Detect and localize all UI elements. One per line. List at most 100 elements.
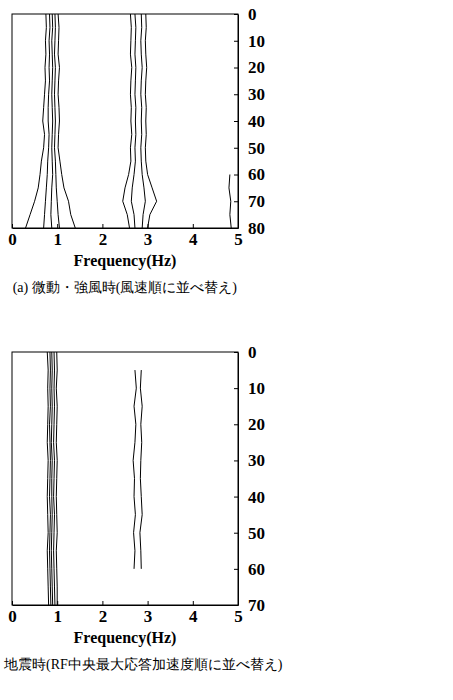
x-tick-label: 0	[8, 607, 17, 626]
y-tick-mark	[234, 175, 238, 176]
contour-line	[51, 14, 53, 228]
contour-line	[141, 14, 146, 228]
y-tick-label: 50	[248, 524, 265, 543]
x-tick-label: 2	[99, 607, 108, 626]
x-tick-label: 1	[53, 607, 62, 626]
x-tick: 3	[144, 601, 153, 626]
y-tick-label: 0	[248, 5, 257, 24]
x-tick-label: 0	[8, 230, 17, 249]
y-tick-mark	[234, 121, 238, 122]
contour-line	[44, 14, 50, 228]
y-tick-mark	[234, 460, 238, 461]
y-tick-label: 30	[248, 85, 265, 104]
y-tick-label: 40	[248, 112, 265, 131]
x-tick-mark	[193, 601, 194, 605]
y-tick-label: 0	[248, 343, 257, 362]
x-axis-line	[13, 228, 239, 229]
y-axis-line	[238, 353, 239, 606]
y-tick-label: 70	[248, 596, 265, 615]
x-axis: 0 1 2 3 4 5	[8, 601, 243, 626]
x-tick-label: 3	[144, 607, 153, 626]
y-tick: 30	[234, 85, 265, 104]
x-tick-mark	[12, 224, 13, 228]
x-axis-title: Frequency(Hz)	[74, 252, 177, 270]
x-tick-label: 5	[234, 607, 243, 626]
y-axis-line	[238, 15, 239, 229]
y-tick-mark	[234, 533, 238, 534]
x-tick: 2	[99, 224, 108, 249]
x-tick: 3	[144, 224, 153, 249]
y-tick: 50	[234, 139, 265, 158]
contour-line	[47, 352, 48, 605]
y-tick: 10	[234, 32, 265, 51]
y-tick: 50	[234, 524, 265, 543]
y-tick-label: 80	[248, 219, 265, 238]
y-tick-mark	[234, 424, 238, 425]
contour-lines	[47, 352, 142, 605]
contour-line	[131, 14, 136, 228]
x-axis-line	[13, 605, 239, 606]
x-tick: 4	[189, 224, 198, 249]
contour-line	[133, 370, 136, 569]
y-tick-label: 30	[248, 451, 265, 470]
x-tick-label: 3	[144, 230, 153, 249]
y-tick-label: 20	[248, 415, 265, 434]
y-tick-mark	[234, 41, 238, 42]
contour-line	[145, 14, 156, 228]
y-tick-label: 60	[248, 560, 265, 579]
x-tick-mark	[102, 601, 103, 605]
y-tick-label: 10	[248, 379, 265, 398]
x-tick: 1	[53, 224, 62, 249]
contour-line	[26, 14, 47, 228]
contour-line	[140, 370, 142, 569]
y-tick-mark	[234, 569, 238, 570]
x-axis: 0 1 2 3 4 5	[8, 224, 243, 249]
y-tick-label: 20	[248, 58, 265, 77]
x-tick-mark	[193, 224, 194, 228]
x-tick-label: 1	[53, 230, 62, 249]
y-axis: 0 10 20 30 40 50 60 70 80	[234, 5, 265, 238]
x-tick: 4	[189, 601, 198, 626]
y-tick-mark	[234, 228, 238, 229]
x-tick: 0	[8, 224, 17, 249]
contour-lines	[26, 14, 232, 228]
contour-line	[51, 352, 52, 605]
y-tick: 30	[234, 451, 265, 470]
y-tick: 0	[234, 5, 257, 24]
y-tick-mark	[234, 68, 238, 69]
y-tick: 60	[234, 165, 265, 184]
x-tick-mark	[148, 601, 149, 605]
x-tick-mark	[57, 601, 58, 605]
plot-frame	[12, 14, 238, 228]
y-tick: 0	[234, 343, 257, 362]
plot-frame	[12, 352, 238, 605]
y-tick: 60	[234, 560, 265, 579]
x-tick: 1	[53, 601, 62, 626]
y-tick-mark	[234, 352, 238, 353]
contour-line	[56, 352, 58, 605]
panel-caption: 地震時(RF中央最大応答加速度順に並べ替え)	[3, 657, 283, 673]
y-tick-label: 60	[248, 165, 265, 184]
contour-line	[54, 352, 55, 605]
y-tick: 10	[234, 379, 265, 398]
contour-line	[229, 175, 231, 229]
y-tick-mark	[234, 605, 238, 606]
chart-svg: 01234501020304050607080Frequency(Hz)(a) …	[0, 0, 453, 700]
x-tick-mark	[57, 224, 58, 228]
y-tick: 80	[234, 219, 265, 238]
y-tick-mark	[234, 388, 238, 389]
x-tick-mark	[12, 601, 13, 605]
panel: 012345010203040506070Frequency(Hz)地震時(RF…	[3, 343, 283, 673]
y-tick-label: 70	[248, 192, 265, 211]
y-tick: 20	[234, 58, 265, 77]
x-tick: 0	[8, 601, 17, 626]
x-tick-label: 5	[234, 230, 243, 249]
y-tick: 20	[234, 415, 265, 434]
x-tick-label: 4	[189, 230, 198, 249]
x-axis-title: Frequency(Hz)	[74, 629, 177, 647]
x-tick-mark	[148, 224, 149, 228]
y-tick-mark	[234, 497, 238, 498]
y-axis: 0 10 20 30 40 50 60 70	[234, 343, 265, 615]
y-tick: 40	[234, 488, 265, 507]
y-tick: 70	[234, 192, 265, 211]
